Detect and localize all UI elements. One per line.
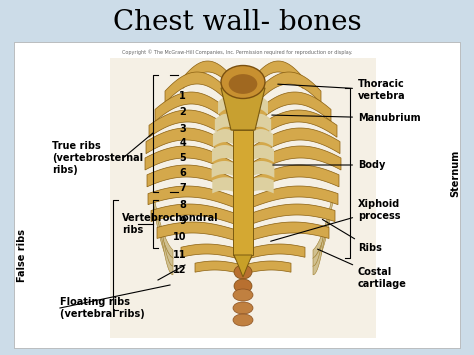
Polygon shape <box>215 114 243 137</box>
Polygon shape <box>243 261 291 274</box>
Text: 1: 1 <box>179 91 186 101</box>
Text: Xiphoid
process: Xiphoid process <box>271 199 401 241</box>
FancyBboxPatch shape <box>233 130 253 255</box>
Polygon shape <box>313 209 330 267</box>
Polygon shape <box>313 226 325 275</box>
Polygon shape <box>181 244 243 260</box>
Polygon shape <box>146 128 243 165</box>
Text: Copyright © The McGraw-Hill Companies, Inc. Permission required for reproduction: Copyright © The McGraw-Hill Companies, I… <box>122 49 352 55</box>
Ellipse shape <box>234 211 252 225</box>
Polygon shape <box>243 92 331 136</box>
Polygon shape <box>313 192 333 259</box>
Text: Manubrium: Manubrium <box>272 113 420 123</box>
Text: Thoracic
vertebra: Thoracic vertebra <box>278 79 406 101</box>
Ellipse shape <box>233 314 253 326</box>
Polygon shape <box>212 145 243 166</box>
Ellipse shape <box>233 289 253 301</box>
Ellipse shape <box>234 131 252 145</box>
Polygon shape <box>165 72 243 119</box>
Polygon shape <box>243 81 262 103</box>
Polygon shape <box>157 222 243 243</box>
Polygon shape <box>148 186 243 211</box>
Text: Costal
cartilage: Costal cartilage <box>318 249 407 289</box>
Polygon shape <box>213 129 243 151</box>
Polygon shape <box>243 110 337 150</box>
Text: 2: 2 <box>179 107 186 117</box>
Text: Sternum: Sternum <box>450 149 460 197</box>
Polygon shape <box>243 244 305 260</box>
Polygon shape <box>161 226 173 275</box>
Ellipse shape <box>221 66 265 98</box>
Polygon shape <box>243 96 268 120</box>
Polygon shape <box>243 161 274 181</box>
Text: 6: 6 <box>179 168 186 178</box>
Ellipse shape <box>234 265 252 279</box>
Ellipse shape <box>233 302 253 314</box>
Ellipse shape <box>234 279 252 293</box>
Polygon shape <box>234 255 252 277</box>
Polygon shape <box>243 186 338 211</box>
Polygon shape <box>243 128 340 165</box>
Polygon shape <box>243 114 271 137</box>
Text: 4: 4 <box>179 138 186 148</box>
Ellipse shape <box>234 231 252 245</box>
Text: 3: 3 <box>179 124 186 134</box>
Polygon shape <box>243 145 274 166</box>
Text: Vertebrochondral
ribs: Vertebrochondral ribs <box>122 213 219 235</box>
Polygon shape <box>243 177 273 196</box>
Text: 12: 12 <box>173 265 186 275</box>
Text: 8: 8 <box>179 200 186 210</box>
Text: Floating ribs
(vertebral ribs): Floating ribs (vertebral ribs) <box>60 297 145 319</box>
Polygon shape <box>243 204 335 227</box>
Text: False ribs: False ribs <box>17 229 27 282</box>
Polygon shape <box>243 222 329 243</box>
Polygon shape <box>243 61 303 102</box>
Polygon shape <box>243 129 273 151</box>
Polygon shape <box>243 72 321 119</box>
Text: True ribs
(vertebrosternal
ribs): True ribs (vertebrosternal ribs) <box>52 141 143 175</box>
Polygon shape <box>183 61 243 102</box>
Ellipse shape <box>234 151 252 165</box>
Polygon shape <box>155 209 173 267</box>
Polygon shape <box>195 261 243 274</box>
Text: 5: 5 <box>179 153 186 163</box>
Polygon shape <box>211 161 243 181</box>
Polygon shape <box>221 88 265 130</box>
Polygon shape <box>224 81 243 103</box>
Ellipse shape <box>234 171 252 185</box>
Ellipse shape <box>228 74 257 94</box>
Polygon shape <box>149 110 243 150</box>
FancyBboxPatch shape <box>14 42 460 348</box>
Polygon shape <box>243 146 341 180</box>
Ellipse shape <box>234 248 252 262</box>
FancyBboxPatch shape <box>110 58 376 338</box>
Text: Body: Body <box>273 160 385 170</box>
Text: 11: 11 <box>173 250 186 260</box>
Polygon shape <box>218 96 243 120</box>
Polygon shape <box>147 165 243 195</box>
Text: 7: 7 <box>179 183 186 193</box>
Polygon shape <box>243 165 339 195</box>
Polygon shape <box>145 146 243 180</box>
Ellipse shape <box>234 191 252 205</box>
Polygon shape <box>151 204 243 227</box>
Polygon shape <box>212 177 243 196</box>
Polygon shape <box>153 192 173 259</box>
Text: 9: 9 <box>179 216 186 226</box>
Text: 10: 10 <box>173 232 186 242</box>
Text: Chest wall- bones: Chest wall- bones <box>113 9 361 36</box>
Text: Ribs: Ribs <box>322 219 382 253</box>
Polygon shape <box>155 92 243 136</box>
